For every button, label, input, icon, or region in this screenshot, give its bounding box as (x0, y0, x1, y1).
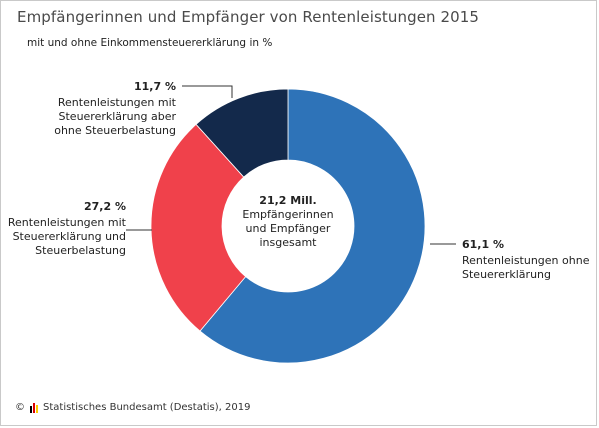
slice-category-label-1: Rentenleistungen mit (8, 216, 127, 229)
center-total-label: 21,2 Mill. (259, 194, 316, 207)
center-caption-line: insgesamt (259, 236, 317, 249)
leader-line-2 (182, 85, 233, 98)
slice-value-label-2: 11,7 % (134, 80, 176, 93)
slice-category-label-1: Steuerbelastung (35, 244, 126, 257)
source-footer: © Statistisches Bundesamt (Destatis), 20… (15, 402, 250, 413)
slice-category-label-0: Steuererklärung (462, 268, 551, 281)
leader-lines (126, 85, 456, 245)
donut-slice-2 (195, 88, 289, 178)
slice-value-label-0: 61,1 % (462, 238, 504, 251)
destatis-logo-icon (30, 402, 38, 413)
donut-slice-1 (150, 123, 247, 332)
slice-category-label-2: ohne Steuerbelastung (54, 124, 176, 137)
chart-title: Empfängerinnen und Empfänger von Rentenl… (17, 8, 480, 26)
slice-category-label-0: Rentenleistungen ohne (462, 254, 590, 267)
donut-slice-0 (199, 88, 426, 364)
slice-labels: 61,1 %Rentenleistungen ohneSteuererkläru… (8, 80, 590, 281)
center-caption-line: Empfängerinnen (242, 208, 333, 221)
source-text: Statistisches Bundesamt (Destatis), 2019 (43, 402, 251, 413)
slice-category-label-2: Rentenleistungen mit (58, 96, 177, 109)
slice-value-label-1: 27,2 % (84, 200, 126, 213)
chart-subtitle: mit und ohne Einkommensteuererklärung in… (27, 37, 273, 49)
slice-category-label-2: Steuererklärung aber (59, 110, 177, 123)
center-caption-line: und Empfänger (246, 222, 331, 235)
donut-slices (150, 88, 426, 364)
slice-category-label-1: Steuererklärung und (13, 230, 126, 243)
copyright-symbol: © (15, 402, 25, 413)
